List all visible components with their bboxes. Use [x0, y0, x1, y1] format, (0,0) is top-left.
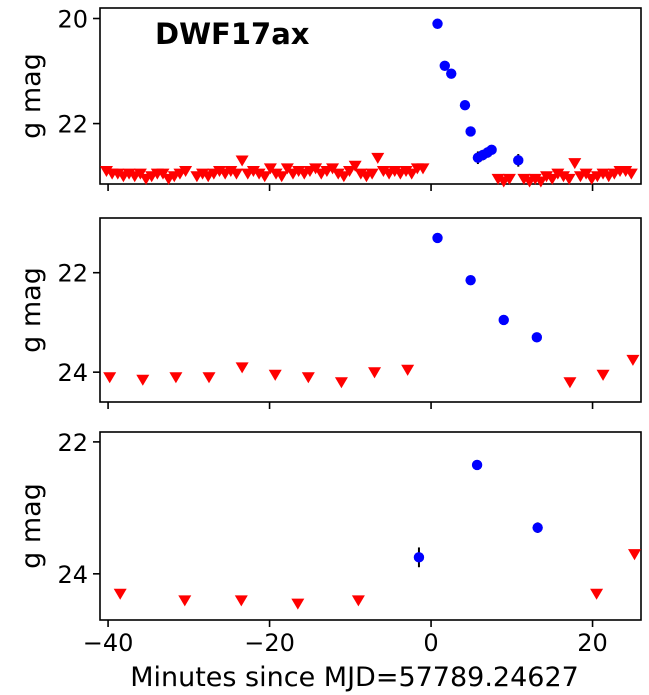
- detection-point: [465, 274, 476, 286]
- upper-limit-marker: [545, 173, 559, 185]
- upper-limit-marker: [502, 173, 516, 185]
- upper-limit-marker: [348, 160, 362, 172]
- upper-limit-marker: [590, 588, 604, 600]
- axes-frame: [99, 217, 642, 403]
- y-axis-label: g mag: [16, 267, 47, 353]
- upper-limit-marker: [405, 168, 419, 180]
- upper-limit-marker: [624, 168, 638, 180]
- upper-limit-marker: [534, 176, 548, 188]
- y-tick-label: 24: [57, 359, 88, 387]
- upper-limit-marker: [229, 168, 243, 180]
- upper-limit-marker: [368, 367, 382, 379]
- upper-limit-marker: [371, 152, 385, 164]
- upper-limit-marker: [626, 354, 640, 366]
- detection-point: [465, 126, 476, 137]
- panel-3: 22 24 −40 −20 0 20 g mag Minutes since MJD=5778…: [16, 429, 642, 693]
- upper-limit-marker: [401, 364, 415, 376]
- upper-limit-marker: [113, 588, 127, 600]
- x-axis-label: Minutes since MJD=57789.24627: [130, 662, 579, 693]
- upper-limit-marker: [343, 165, 357, 178]
- detection-point: [432, 232, 443, 244]
- detection-point: [486, 144, 497, 156]
- y-tick-label: 22: [57, 429, 88, 457]
- panel-title: DWF17ax: [155, 17, 310, 51]
- upper-limit-marker: [562, 173, 576, 185]
- upper-limit-marker: [351, 595, 365, 607]
- panel-2: 22 24 g mag: [16, 217, 642, 409]
- y-axis-label: g mag: [16, 483, 47, 569]
- upper-limit-marker: [136, 374, 150, 386]
- upper-limit-marker: [275, 171, 289, 183]
- upper-limit-marker: [365, 168, 379, 180]
- upper-limit-marker: [235, 362, 249, 374]
- detection-point: [513, 155, 524, 166]
- x-tick-label: −40: [83, 629, 134, 657]
- upper-limit-marker: [416, 163, 430, 175]
- panel-1: 20 22 g mag DWF17ax: [16, 6, 642, 191]
- upper-limit-marker: [103, 372, 117, 384]
- upper-limit-marker: [334, 377, 348, 389]
- upper-limit-marker: [291, 598, 305, 610]
- y-tick-label: 24: [57, 561, 88, 589]
- upper-limit-marker: [268, 369, 282, 381]
- upper-limit-marker: [301, 372, 315, 384]
- upper-limit-marker: [596, 369, 610, 381]
- detection-point: [446, 68, 457, 79]
- y-tick-label: 22: [57, 111, 88, 139]
- upper-limit-marker: [258, 171, 272, 183]
- axes-frame: [99, 431, 642, 621]
- y-tick-label: 20: [57, 6, 88, 34]
- upper-limit-marker: [169, 372, 183, 384]
- detection-point: [498, 314, 509, 326]
- upper-limit-marker: [235, 155, 249, 167]
- x-tick-label: 0: [423, 629, 438, 657]
- upper-limit-marker: [563, 377, 577, 389]
- x-tick-label: 20: [577, 629, 608, 657]
- detection-point: [471, 459, 483, 471]
- upper-limit-marker: [628, 549, 642, 561]
- y-axis-label: g mag: [16, 53, 47, 139]
- upper-limit-marker: [178, 595, 192, 607]
- y-tick-label: 22: [57, 260, 88, 288]
- upper-limit-marker: [202, 372, 216, 384]
- detection-point: [432, 18, 443, 29]
- detection-point: [532, 522, 543, 533]
- detection-point: [439, 60, 450, 71]
- axes-frame: [99, 7, 642, 185]
- detection-point: [459, 99, 471, 111]
- upper-limit-marker: [568, 158, 582, 170]
- upper-limit-marker: [337, 171, 351, 183]
- upper-limit-marker: [179, 165, 193, 178]
- detection-point: [413, 552, 425, 563]
- x-tick-label: −20: [244, 629, 295, 657]
- upper-limit-marker: [234, 595, 248, 607]
- detection-point: [531, 332, 543, 343]
